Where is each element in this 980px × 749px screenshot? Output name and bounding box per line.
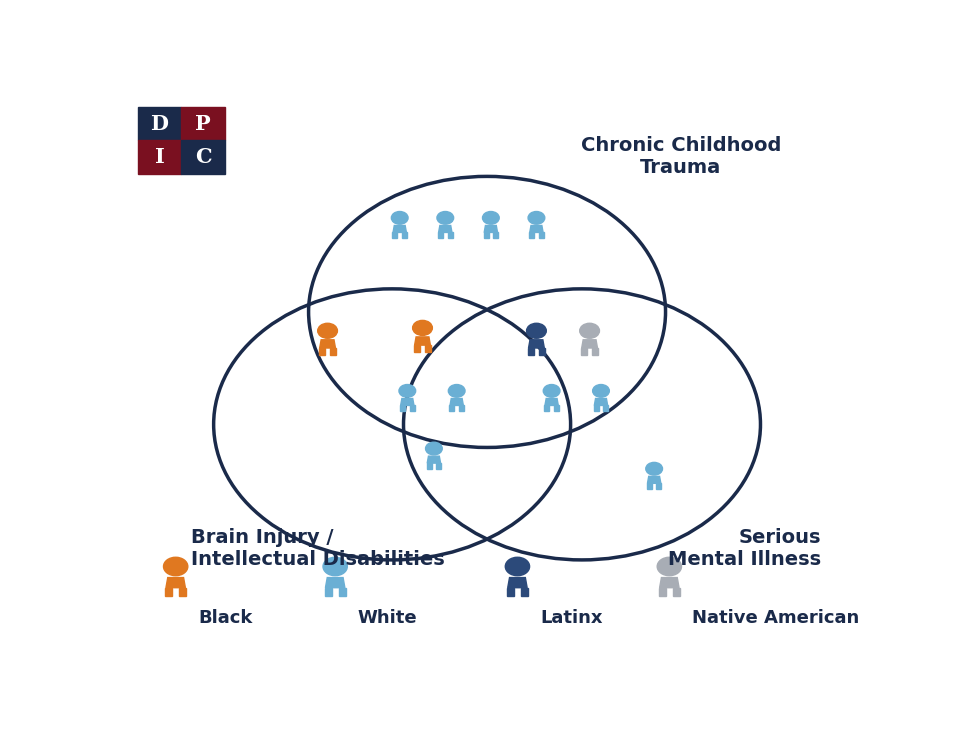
- Polygon shape: [659, 588, 666, 596]
- Circle shape: [391, 211, 408, 224]
- Polygon shape: [450, 405, 455, 411]
- Polygon shape: [530, 225, 543, 232]
- Text: P: P: [195, 114, 211, 134]
- Polygon shape: [438, 232, 443, 238]
- Polygon shape: [426, 463, 431, 469]
- Polygon shape: [592, 348, 598, 355]
- Polygon shape: [439, 225, 452, 232]
- Polygon shape: [448, 232, 453, 238]
- Polygon shape: [330, 348, 336, 355]
- Polygon shape: [165, 588, 172, 596]
- Text: White: White: [358, 609, 417, 627]
- Bar: [137, 140, 181, 174]
- Polygon shape: [594, 405, 599, 411]
- Circle shape: [164, 557, 188, 576]
- Circle shape: [318, 324, 337, 339]
- Polygon shape: [554, 405, 559, 411]
- Polygon shape: [410, 405, 415, 411]
- Polygon shape: [325, 577, 345, 588]
- Polygon shape: [545, 398, 559, 405]
- Text: I: I: [155, 147, 165, 167]
- Polygon shape: [459, 405, 464, 411]
- Circle shape: [580, 324, 600, 339]
- Polygon shape: [529, 232, 534, 238]
- Polygon shape: [539, 232, 544, 238]
- Polygon shape: [338, 588, 346, 596]
- Circle shape: [528, 211, 545, 224]
- Text: Black: Black: [198, 609, 253, 627]
- Circle shape: [543, 384, 560, 397]
- Circle shape: [646, 462, 662, 475]
- Polygon shape: [425, 345, 431, 352]
- Polygon shape: [484, 225, 498, 232]
- Polygon shape: [507, 588, 514, 596]
- Polygon shape: [166, 577, 185, 588]
- Polygon shape: [594, 398, 608, 405]
- Polygon shape: [415, 337, 430, 345]
- Polygon shape: [544, 405, 550, 411]
- Polygon shape: [324, 588, 332, 596]
- Text: Serious
Mental Illness: Serious Mental Illness: [668, 528, 821, 569]
- Polygon shape: [483, 232, 489, 238]
- Polygon shape: [318, 348, 324, 355]
- Circle shape: [658, 557, 681, 576]
- Polygon shape: [582, 340, 598, 348]
- Polygon shape: [393, 225, 407, 232]
- Circle shape: [323, 557, 347, 576]
- Polygon shape: [581, 348, 587, 355]
- Circle shape: [526, 324, 546, 339]
- Circle shape: [593, 384, 610, 397]
- Polygon shape: [179, 588, 186, 596]
- Polygon shape: [657, 483, 662, 489]
- Polygon shape: [401, 398, 414, 405]
- Polygon shape: [414, 345, 419, 352]
- Polygon shape: [508, 577, 527, 588]
- Polygon shape: [672, 588, 680, 596]
- Polygon shape: [647, 483, 652, 489]
- Polygon shape: [392, 232, 398, 238]
- Polygon shape: [520, 588, 528, 596]
- Polygon shape: [648, 476, 661, 483]
- Polygon shape: [528, 348, 534, 355]
- Bar: [137, 107, 181, 140]
- Polygon shape: [436, 463, 441, 469]
- Polygon shape: [493, 232, 498, 238]
- Polygon shape: [450, 398, 464, 405]
- Text: D: D: [151, 114, 169, 134]
- Text: Latinx: Latinx: [540, 609, 603, 627]
- Polygon shape: [660, 577, 679, 588]
- Bar: [181, 140, 225, 174]
- Circle shape: [506, 557, 529, 576]
- Circle shape: [413, 321, 432, 336]
- Text: Native American: Native American: [692, 609, 859, 627]
- Text: Chronic Childhood
Trauma: Chronic Childhood Trauma: [580, 136, 781, 177]
- Text: Brain Injury /
Intellectual Disabilities: Brain Injury / Intellectual Disabilities: [191, 528, 445, 569]
- Circle shape: [399, 384, 416, 397]
- Polygon shape: [400, 405, 405, 411]
- Circle shape: [482, 211, 499, 224]
- Polygon shape: [427, 456, 441, 463]
- Polygon shape: [604, 405, 609, 411]
- Circle shape: [425, 442, 442, 455]
- Circle shape: [437, 211, 454, 224]
- Polygon shape: [402, 232, 407, 238]
- Polygon shape: [319, 340, 335, 348]
- Circle shape: [448, 384, 466, 397]
- Bar: [181, 107, 225, 140]
- Polygon shape: [539, 348, 545, 355]
- Polygon shape: [528, 340, 544, 348]
- Text: C: C: [195, 147, 212, 167]
